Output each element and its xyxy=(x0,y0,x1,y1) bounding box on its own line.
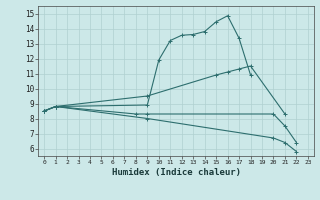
X-axis label: Humidex (Indice chaleur): Humidex (Indice chaleur) xyxy=(111,168,241,177)
